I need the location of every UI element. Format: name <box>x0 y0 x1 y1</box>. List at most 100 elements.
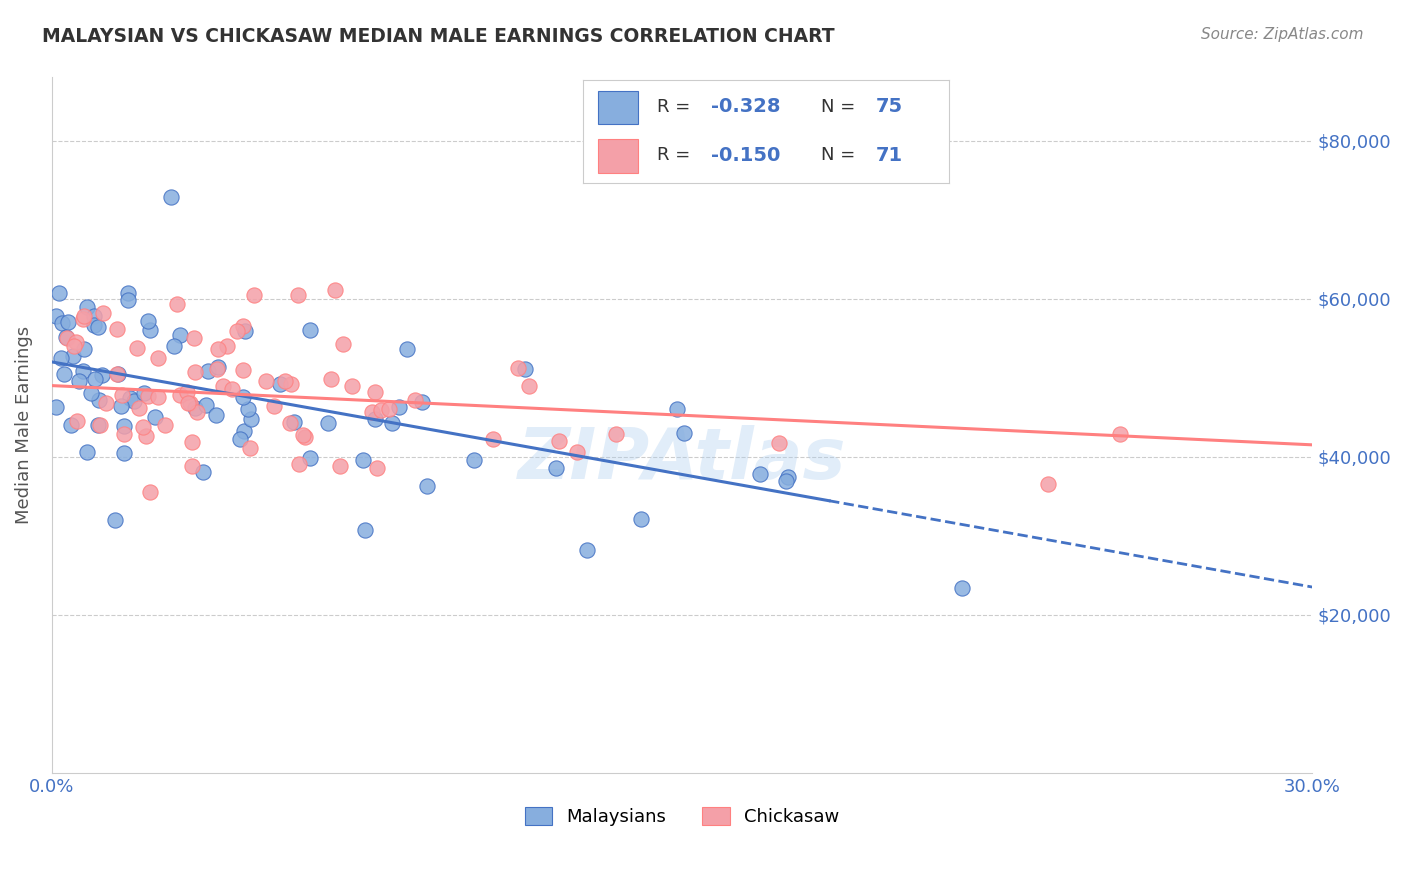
Point <box>56 331 79 345</box>
Point <box>139 323 162 337</box>
Point <box>183 331 205 345</box>
Point <box>114 426 136 441</box>
Point <box>120 391 142 405</box>
Point <box>112 446 135 460</box>
Point <box>768 436 790 450</box>
Point <box>186 405 208 419</box>
Point <box>169 327 191 342</box>
Point <box>136 389 159 403</box>
Point <box>83 372 105 386</box>
Point <box>298 323 321 337</box>
Y-axis label: Median Male Earnings: Median Male Earnings <box>15 326 32 524</box>
Point <box>177 396 200 410</box>
Point <box>283 415 305 429</box>
Point <box>517 379 540 393</box>
Point <box>1109 426 1132 441</box>
Point <box>53 367 76 381</box>
Point <box>195 399 218 413</box>
Text: N =: N = <box>821 146 860 164</box>
Bar <box>598 139 638 173</box>
Text: 71: 71 <box>876 145 903 165</box>
Point <box>134 385 156 400</box>
Point <box>169 388 191 402</box>
Point <box>225 324 247 338</box>
Point <box>48 285 70 300</box>
Point <box>342 379 364 393</box>
Point <box>128 401 150 415</box>
Point <box>463 453 485 467</box>
Point <box>83 318 105 333</box>
Point <box>395 342 418 356</box>
Point <box>254 374 277 388</box>
Point <box>239 412 262 426</box>
Point <box>482 432 505 446</box>
Point <box>299 450 322 465</box>
Point <box>323 283 346 297</box>
Point <box>104 513 127 527</box>
Text: 75: 75 <box>876 97 903 117</box>
Text: -0.328: -0.328 <box>711 97 780 117</box>
Point <box>166 297 188 311</box>
Point <box>232 319 254 334</box>
Point <box>364 411 387 425</box>
Point <box>184 365 207 379</box>
Point <box>125 342 148 356</box>
Point <box>506 361 529 376</box>
Point <box>176 384 198 399</box>
Point <box>280 376 302 391</box>
Point <box>55 329 77 343</box>
Point <box>292 428 315 442</box>
Point <box>139 484 162 499</box>
Point <box>179 396 201 410</box>
Point <box>76 301 98 315</box>
Bar <box>598 91 638 124</box>
Point <box>135 429 157 443</box>
Point <box>319 372 342 386</box>
Point <box>229 432 252 446</box>
Point <box>748 467 770 482</box>
Point <box>205 361 228 376</box>
Point <box>143 409 166 424</box>
Point <box>548 434 571 448</box>
Point <box>45 310 67 324</box>
Point <box>159 189 181 203</box>
Point <box>90 368 112 382</box>
Point <box>239 442 262 456</box>
Point <box>205 408 228 422</box>
Point <box>62 349 84 363</box>
Point <box>354 523 377 537</box>
Point <box>72 364 94 378</box>
Point <box>1036 476 1059 491</box>
Point <box>404 392 426 407</box>
Point <box>80 385 103 400</box>
Point <box>776 470 799 484</box>
Point <box>318 416 340 430</box>
Point <box>73 309 96 323</box>
Point <box>66 414 89 428</box>
Point <box>294 430 316 444</box>
Point <box>136 314 159 328</box>
Point <box>56 315 79 329</box>
Point <box>352 453 374 467</box>
Point <box>86 417 108 432</box>
Point <box>381 416 404 430</box>
Text: ZIPAtlas: ZIPAtlas <box>517 425 846 494</box>
Point <box>45 400 67 414</box>
Point <box>263 399 285 413</box>
Point <box>146 390 169 404</box>
Point <box>132 420 155 434</box>
Point <box>83 309 105 323</box>
Point <box>184 401 207 415</box>
Point <box>110 399 132 413</box>
Point <box>112 418 135 433</box>
Point <box>287 288 309 302</box>
Point <box>51 316 73 330</box>
Point <box>673 426 696 441</box>
Point <box>217 339 239 353</box>
Point <box>117 293 139 307</box>
Point <box>180 434 202 449</box>
Point <box>65 335 87 350</box>
Point <box>117 285 139 300</box>
Point <box>233 324 256 338</box>
Point <box>87 392 110 407</box>
